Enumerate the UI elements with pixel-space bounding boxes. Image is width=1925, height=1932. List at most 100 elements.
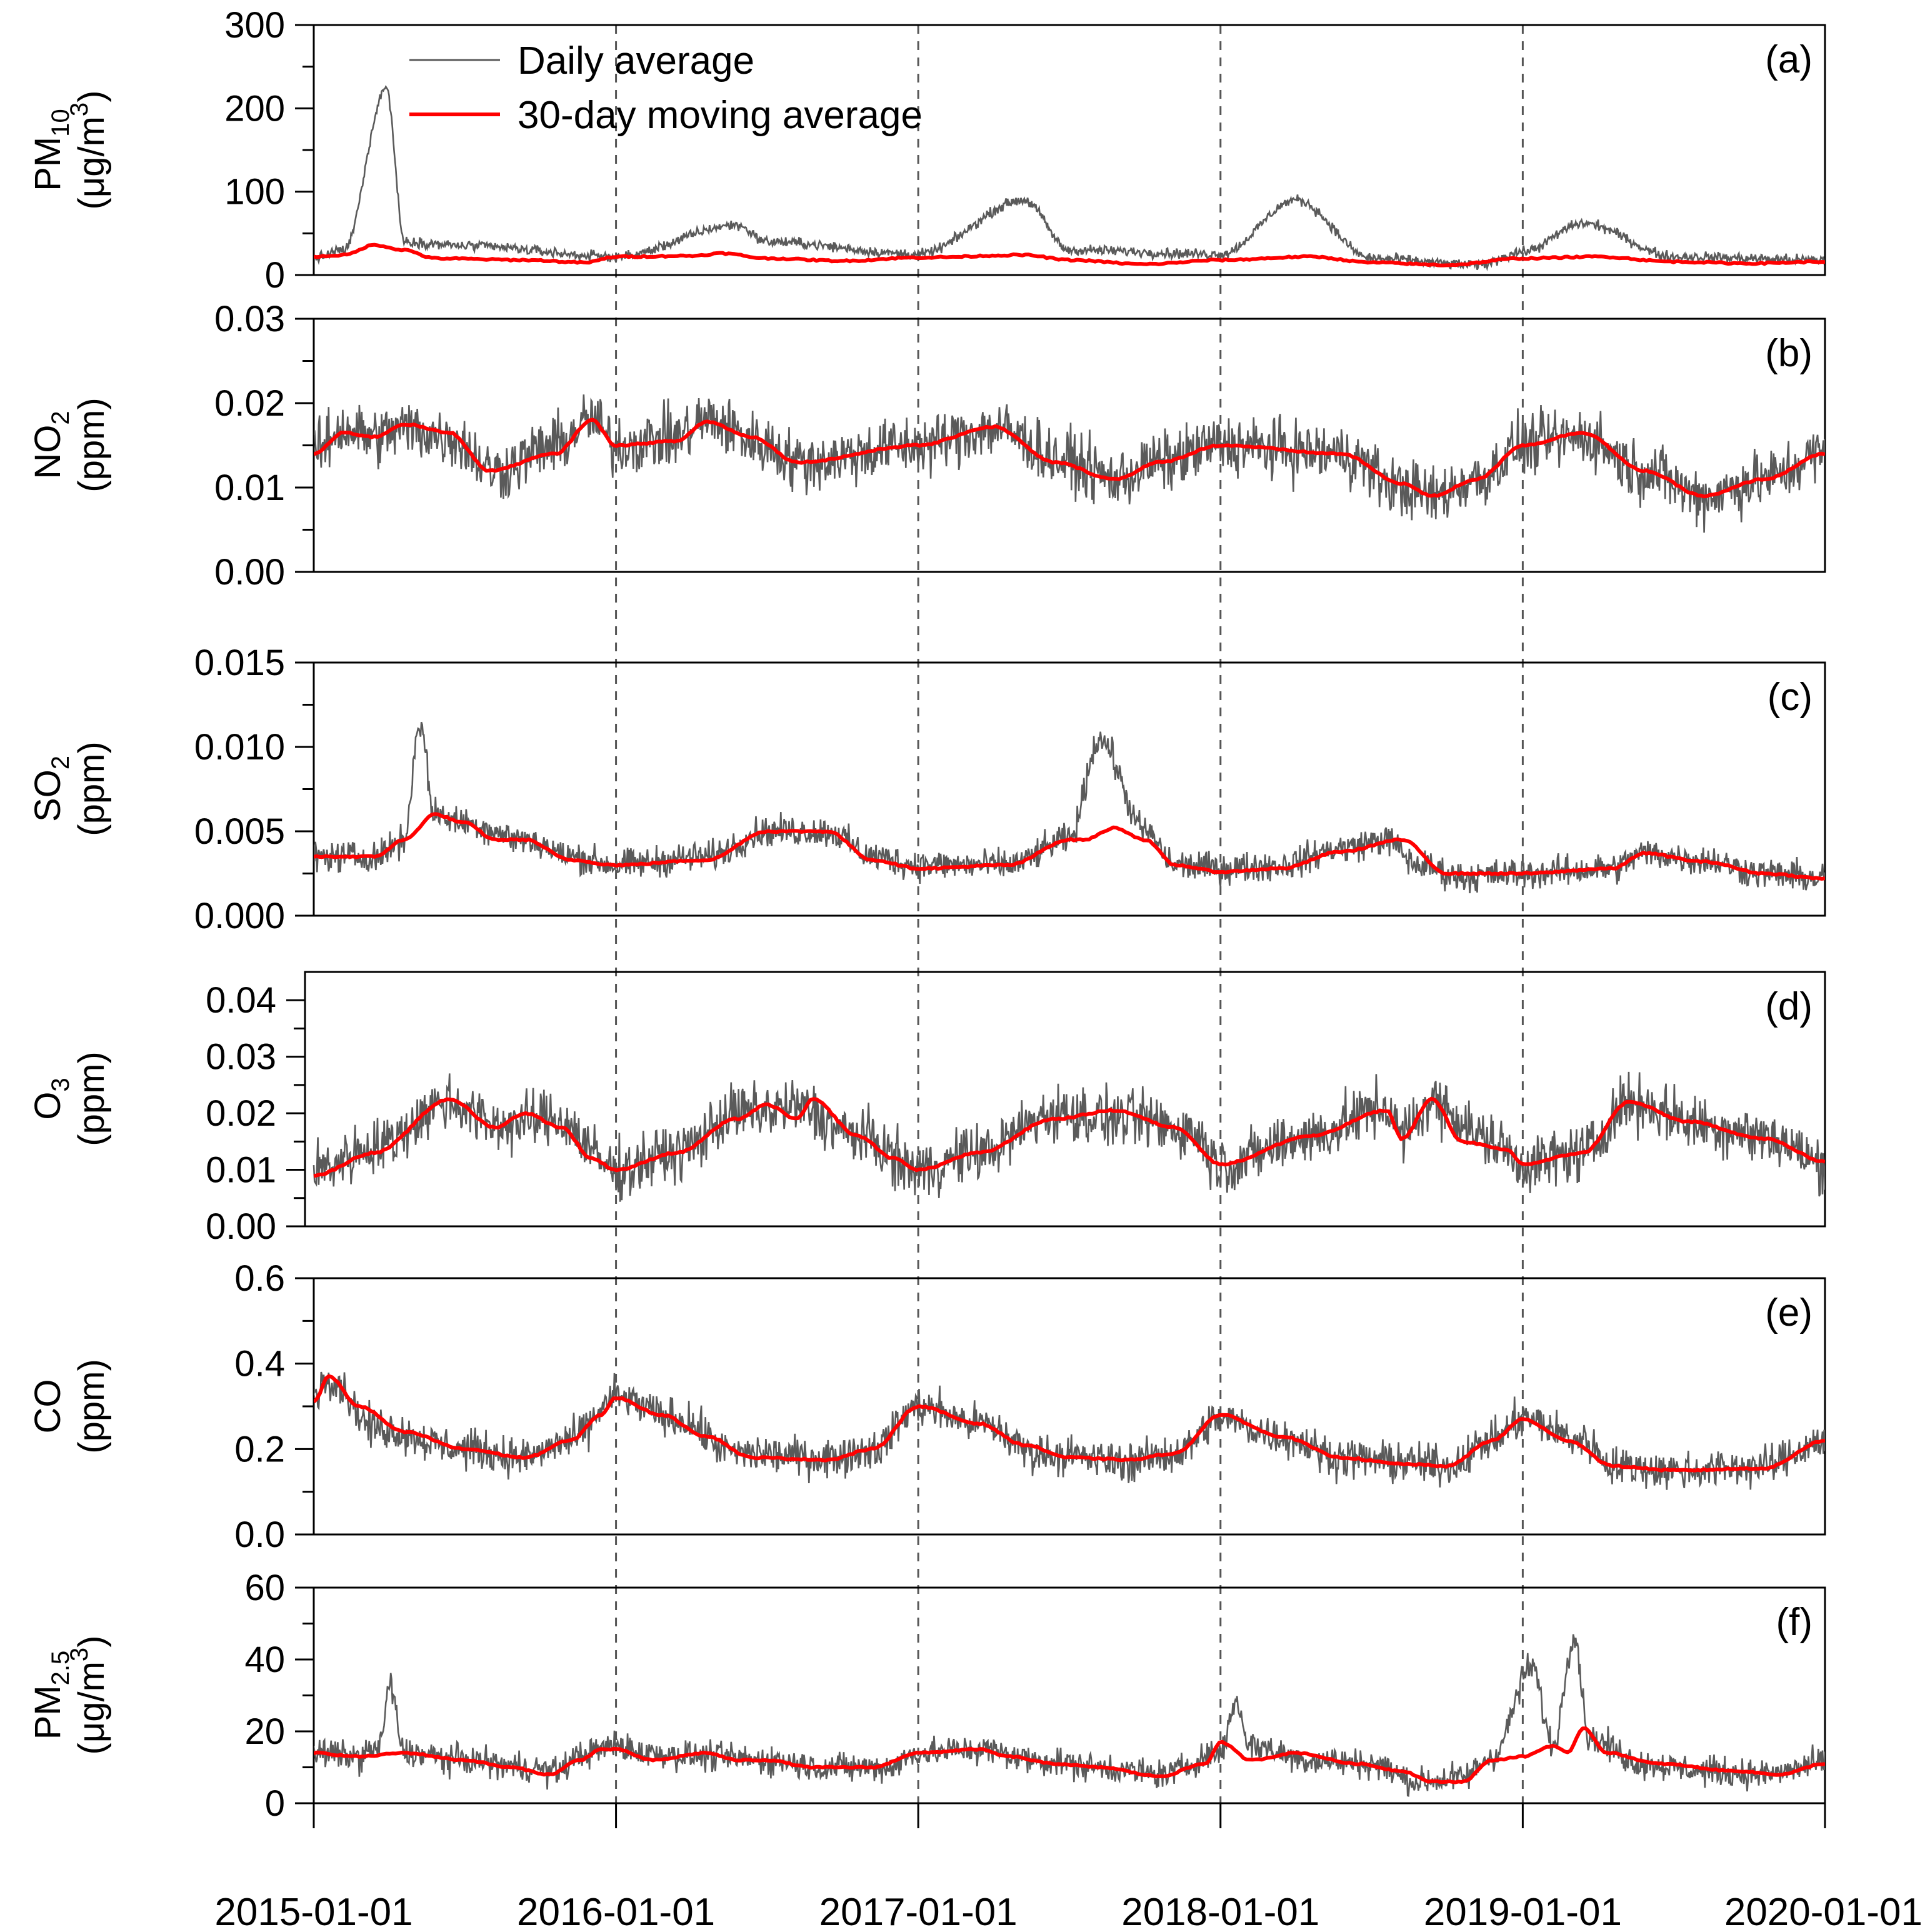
y-axis-label-line1: PM2.5 — [28, 1651, 74, 1740]
y-tick-label: 0.01 — [214, 468, 285, 508]
y-axis-label-quantity: PM — [28, 1685, 68, 1739]
panel-letter: (f) — [1776, 1601, 1812, 1644]
y-axis-label-unit: (μg/m — [71, 116, 112, 209]
y-axis-label-line1: PM10 — [28, 109, 74, 191]
y-tick-label: 40 — [244, 1639, 285, 1680]
x-tick-label: 2017-01-01 — [819, 1891, 1018, 1932]
y-axis-label-unit: (ppm) — [71, 398, 112, 492]
y-tick-label: 0.02 — [206, 1093, 276, 1134]
y-axis-label-unit-close: ) — [71, 91, 112, 103]
y-axis-label-line2: (ppm) — [71, 1359, 112, 1453]
year-gridlines — [615, 25, 1524, 1803]
y-tick-label: 60 — [244, 1568, 285, 1608]
y-tick-label: 0.00 — [214, 552, 285, 593]
y-axis-label-subscript: 2 — [47, 411, 74, 424]
legend-moving-label: 30-day moving average — [518, 94, 922, 137]
y-axis-label-quantity: O — [28, 1092, 68, 1120]
y-tick-label: 0.010 — [194, 727, 285, 768]
legend-daily-label: Daily average — [518, 39, 754, 83]
y-tick-label: 0.03 — [206, 1037, 276, 1078]
panel-4: 0.0 0.2 0.4 0.6 CO(ppm) (e) — [28, 1258, 1826, 1555]
y-axis-label: CO(ppm) — [28, 1359, 112, 1453]
panel-letter: (b) — [1765, 332, 1812, 375]
moving-average-line — [314, 812, 1825, 881]
panel-letter: (e) — [1765, 1291, 1812, 1334]
y-tick-label: 0.04 — [206, 980, 276, 1021]
x-tick-label: 2020-01-01 — [1724, 1891, 1922, 1932]
y-tick-label: 100 — [224, 172, 285, 213]
y-axis-label-unit: (ppm) — [71, 1359, 112, 1453]
panel-frame — [312, 1277, 1826, 1536]
y-axis-label-quantity: NO — [28, 425, 68, 479]
moving-average-line — [314, 243, 1825, 268]
panel-1: 0.00 0.01 0.02 0.03 NO2(ppm) (b) — [28, 299, 1826, 593]
moving-average-line — [314, 1374, 1825, 1473]
y-axis-label: NO2(ppm) — [28, 398, 112, 492]
y-axis-label-unit: (μg/m — [71, 1661, 112, 1754]
y-axis-label-superscript: 3 — [66, 1648, 93, 1661]
panel-frame — [304, 971, 1826, 1228]
y-axis-label-unit: (ppm) — [71, 1051, 112, 1146]
y-axis-label-quantity: CO — [28, 1379, 68, 1434]
panel-letter: (a) — [1765, 38, 1812, 81]
moving-average-line — [314, 418, 1825, 499]
y-tick-label: 0 — [265, 255, 285, 296]
y-tick-label: 0.02 — [214, 383, 285, 424]
y-axis-label-unit-close: ) — [71, 1636, 112, 1648]
y-axis-label-superscript: 3 — [66, 103, 93, 116]
y-tick-label: 0.03 — [214, 299, 285, 339]
y-axis-label-line1: NO2 — [28, 411, 74, 479]
y-axis-label-subscript: 3 — [47, 1078, 74, 1091]
y-axis-label-subscript: 10 — [47, 109, 74, 137]
panel-letter: (d) — [1765, 985, 1812, 1028]
y-tick-label: 300 — [224, 5, 285, 46]
y-axis-label-subscript: 2 — [47, 756, 74, 769]
x-tick-label: 2015-01-01 — [214, 1891, 412, 1932]
y-tick-label: 200 — [224, 88, 285, 129]
x-tick-label: 2016-01-01 — [517, 1891, 715, 1932]
x-axis: 2015-01-01 2016-01-01 2017-01-01 2018-01-01… — [214, 1803, 1922, 1932]
y-tick-label: 0.6 — [234, 1258, 285, 1299]
y-tick-label: 0.000 — [194, 896, 285, 936]
x-tick-label: 2018-01-01 — [1121, 1891, 1319, 1932]
daily-average-line — [314, 84, 1825, 272]
y-tick-label: 0 — [265, 1783, 285, 1824]
y-axis-label-line1: SO2 — [28, 756, 74, 822]
y-axis-label-subscript: 2.5 — [47, 1651, 74, 1686]
panel-3: 0.00 0.01 0.02 0.03 0.04 O3(ppm) (d) — [28, 971, 1826, 1247]
y-axis-label: SO2(ppm) — [28, 741, 112, 836]
y-tick-label: 20 — [244, 1711, 285, 1752]
y-tick-label: 0.00 — [206, 1206, 276, 1247]
panel-letter: (c) — [1768, 676, 1812, 719]
y-tick-label: 0.01 — [206, 1150, 276, 1191]
y-tick-label: 0.005 — [194, 811, 285, 852]
x-tick-label: 2019-01-01 — [1424, 1891, 1622, 1932]
daily-average-line — [314, 1634, 1825, 1797]
panel-0: 0 100 200 300 PM10(μg/m3) (a) — [28, 5, 1826, 296]
y-axis-label: PM2.5(μg/m3) — [28, 1636, 112, 1755]
y-axis-label: O3(ppm) — [28, 1051, 112, 1146]
y-axis-label-unit: (ppm) — [71, 741, 112, 836]
y-axis-label-quantity: PM — [28, 137, 68, 191]
legend: Daily average 30-day moving average — [409, 39, 922, 137]
panel-frame — [312, 661, 1826, 917]
moving-average-line — [313, 1096, 1825, 1178]
y-tick-label: 0.4 — [234, 1344, 285, 1384]
panel-2: 0.000 0.005 0.010 0.015 SO2(ppm) (c) — [28, 643, 1826, 936]
y-axis-label-line2: (μg/m3) — [66, 1636, 112, 1755]
y-tick-label: 0.0 — [234, 1514, 285, 1555]
y-axis-label: PM10(μg/m3) — [28, 91, 112, 210]
y-axis-label-line2: (μg/m3) — [66, 91, 112, 210]
y-axis-label-line2: (ppm) — [71, 1051, 112, 1146]
y-axis-label-line2: (ppm) — [71, 398, 112, 492]
y-axis-label-line2: (ppm) — [71, 741, 112, 836]
daily-average-line — [314, 1371, 1825, 1490]
panel-5: 0 20 40 60 PM2.5(μg/m3) (f) — [28, 1568, 1826, 1824]
y-axis-label-line1: O3 — [28, 1078, 74, 1119]
y-axis-label-quantity: SO — [28, 769, 68, 822]
y-tick-label: 0.015 — [194, 643, 285, 683]
y-tick-label: 0.2 — [234, 1429, 285, 1469]
y-axis-label-line1: CO — [28, 1379, 68, 1434]
moving-average-line — [314, 1726, 1825, 1784]
